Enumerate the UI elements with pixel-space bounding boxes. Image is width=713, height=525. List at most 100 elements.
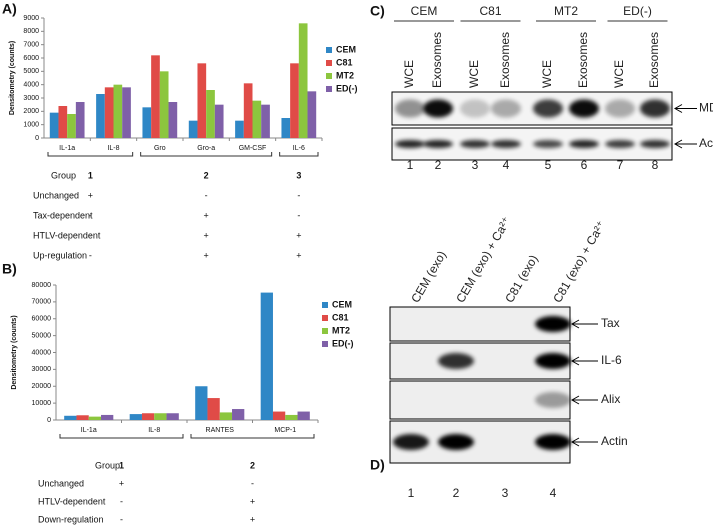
lane-label: WCE xyxy=(467,60,481,88)
bar xyxy=(243,83,253,138)
band xyxy=(640,99,670,118)
bar xyxy=(104,87,114,138)
lane-number: 6 xyxy=(581,158,588,172)
row-mark: - xyxy=(251,478,254,488)
lane-label: Exosomes xyxy=(647,32,661,88)
group-bracket xyxy=(140,152,273,157)
lane-label: Exosomes xyxy=(576,32,590,88)
row-label: Actin xyxy=(601,434,628,448)
bar xyxy=(235,120,244,138)
group-number: 1 xyxy=(88,170,93,180)
y-tick-label: 50000 xyxy=(32,332,52,339)
bar xyxy=(64,415,77,420)
bar xyxy=(122,87,131,138)
bar xyxy=(76,415,89,420)
band xyxy=(605,99,635,118)
row-mark: + xyxy=(250,514,255,524)
lane-label: CEM (exo) + Ca²⁺ xyxy=(453,214,513,305)
x-tick-label: MCP-1 xyxy=(274,427,296,434)
group-number: 3 xyxy=(296,170,301,180)
y-tick-label: 70000 xyxy=(32,299,52,306)
y-tick-label: 0 xyxy=(35,135,39,142)
row-mark: + xyxy=(204,210,209,220)
band xyxy=(438,353,474,369)
y-axis-label: Densitometry (counts) xyxy=(11,315,18,389)
band xyxy=(393,434,429,450)
band xyxy=(535,316,571,332)
lane-label: WCE xyxy=(402,60,416,88)
bar xyxy=(101,414,114,420)
bar xyxy=(272,411,286,420)
legend-swatch xyxy=(322,302,328,308)
legend-label: ED(-) xyxy=(336,83,358,93)
row-mark: + xyxy=(250,496,255,506)
x-tick-label: IL-8 xyxy=(107,145,119,152)
lane-number: 4 xyxy=(503,158,510,172)
bar xyxy=(166,413,179,420)
y-tick-label: 9000 xyxy=(23,15,39,22)
lane-number: 4 xyxy=(550,486,557,500)
row-mark: - xyxy=(89,250,92,260)
y-tick-label: 7000 xyxy=(23,42,39,49)
x-tick-label: GM-CSF xyxy=(239,145,267,152)
blot-group: CEM xyxy=(411,4,438,18)
bar xyxy=(298,23,308,138)
lane-number: 1 xyxy=(408,486,415,500)
lane-label: CEM (exo) xyxy=(408,248,449,305)
band xyxy=(491,99,521,118)
band xyxy=(423,140,453,148)
x-tick-label: Gro xyxy=(154,145,166,152)
x-tick-label: RANTES xyxy=(206,427,235,434)
legend-label: C81 xyxy=(332,312,349,322)
y-axis-label: Densitometry (counts) xyxy=(9,41,16,115)
bar xyxy=(261,104,270,138)
row-label: Actin xyxy=(699,136,713,150)
band xyxy=(460,140,490,148)
x-tick-label: IL-6 xyxy=(293,145,305,152)
legend-label: CEM xyxy=(336,44,356,54)
x-tick-label: IL-1a xyxy=(81,427,97,434)
band xyxy=(395,140,425,148)
row-mark: - xyxy=(297,210,300,220)
panel-label: D) xyxy=(370,457,385,473)
row-label: HTLV-dependent xyxy=(33,230,101,240)
bar xyxy=(219,412,233,420)
bar xyxy=(49,112,59,138)
row-mark: - xyxy=(89,210,92,220)
panel-label: C) xyxy=(370,3,385,19)
row-label: Up-regulation xyxy=(33,250,87,260)
y-tick-label: 0 xyxy=(47,417,51,424)
y-tick-label: 60000 xyxy=(32,316,52,323)
group-number: 2 xyxy=(204,170,209,180)
bar xyxy=(307,91,317,138)
group-bracket xyxy=(190,434,315,439)
lane-number: 3 xyxy=(472,158,479,172)
row-label: MDR-1 xyxy=(699,101,713,115)
y-tick-label: 20000 xyxy=(32,383,52,390)
group-label: Group xyxy=(95,460,120,470)
row-mark: - xyxy=(205,190,208,200)
band xyxy=(460,99,490,118)
legend-swatch xyxy=(326,60,332,66)
bar xyxy=(285,414,298,420)
bar xyxy=(206,90,215,138)
y-tick-label: 8000 xyxy=(23,28,39,35)
blot-group: ED(-) xyxy=(623,4,652,18)
lane-number: 7 xyxy=(617,158,624,172)
band xyxy=(640,140,670,148)
arrow-head xyxy=(570,395,580,405)
x-tick-label: IL-1a xyxy=(59,145,75,152)
row-label: Down-regulation xyxy=(38,514,104,524)
bar xyxy=(58,106,68,138)
row-mark: + xyxy=(296,230,301,240)
bar xyxy=(129,414,142,420)
lane-number: 1 xyxy=(407,158,414,172)
band xyxy=(569,99,599,118)
bar xyxy=(168,102,178,138)
y-tick-label: 5000 xyxy=(23,68,39,75)
bar xyxy=(113,84,123,138)
y-tick-label: 6000 xyxy=(23,55,39,62)
row-mark: + xyxy=(296,250,301,260)
lane-number: 8 xyxy=(652,158,659,172)
legend-swatch xyxy=(326,47,332,53)
